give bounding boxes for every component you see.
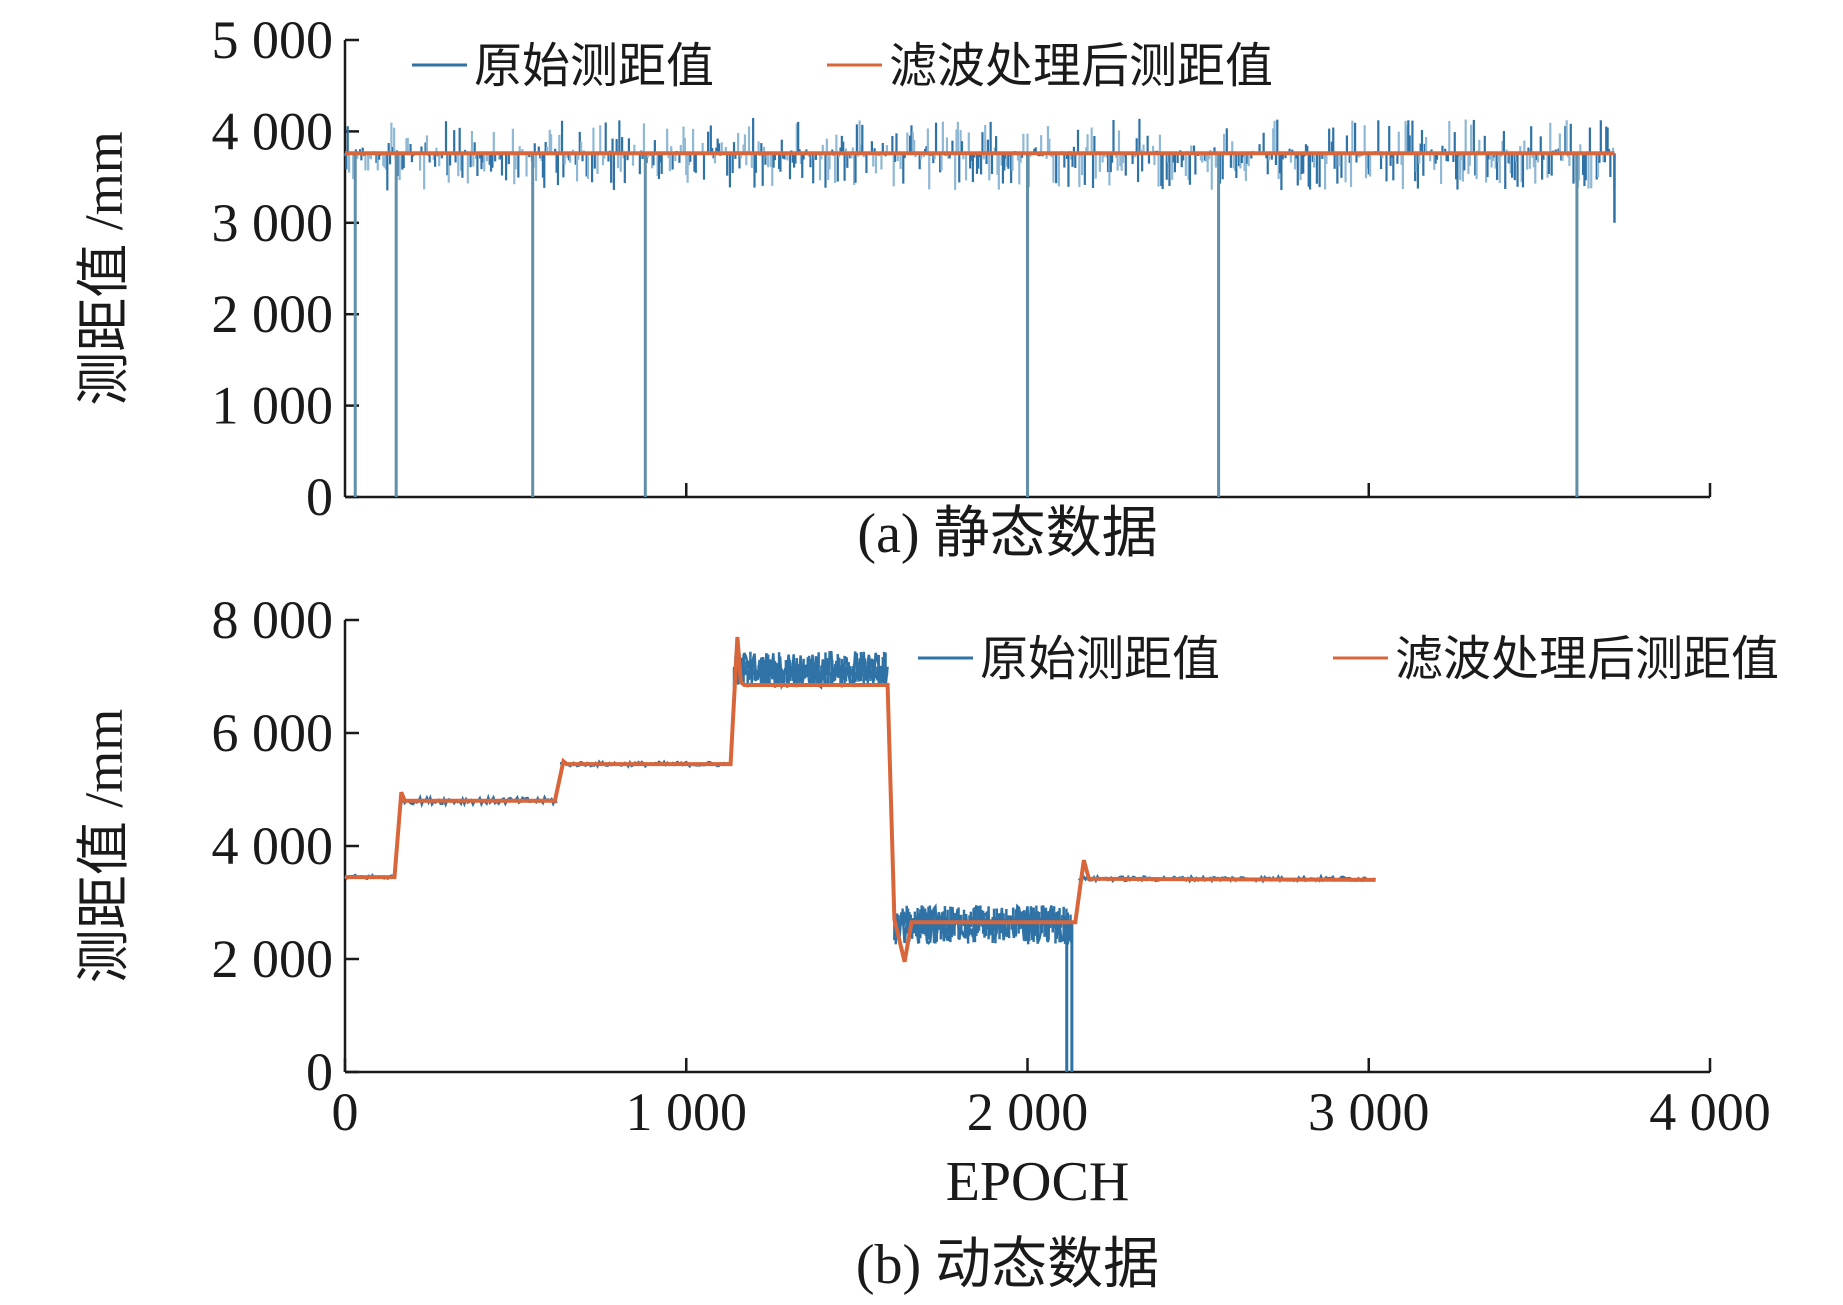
series-filtered [345,636,1376,963]
y-tick-label: 1 000 [212,376,334,436]
caption: (a) 静态数据 [857,503,1157,565]
y-tick-label: 0 [306,467,333,527]
legend-label-raw: 原始测距值 [980,633,1220,686]
y-tick-label: 2 000 [212,929,334,989]
x-tick-label: 4 000 [1649,1082,1771,1142]
legend-label-filtered: 滤波处理后测距值 [1395,633,1779,686]
y-axis-label: 测距值 /mm [74,709,134,984]
legend-label-raw: 原始测距值 [474,40,714,93]
x-tick-label: 1 000 [626,1082,748,1142]
x-tick-label: 0 [332,1082,359,1142]
caption: (b) 动态数据 [856,1234,1159,1296]
y-axis-label: 测距值 /mm [74,131,134,406]
raw-segment [893,903,1074,946]
legend: 原始测距值 滤波处理后测距值 [918,633,1779,686]
y-tick-label: 4 000 [212,816,334,876]
y-tick-label: 0 [306,1042,333,1102]
y-tick-label: 8 000 [212,590,334,650]
legend: 原始测距值 滤波处理后测距值 [412,40,1273,93]
x-axis-label: EPOCH [946,1151,1130,1213]
series-raw [344,650,1377,1072]
y-tick-label: 2 000 [212,284,334,344]
chart-panel-a: 0 1 000 2 000 3 000 4 000 5 000 测距值 /mm (a) 静态数… [74,10,1712,565]
chart-panel-b: 0 2 000 4 000 6 000 8 000 0 1 000 2 000 3 000 4 0… [74,590,1779,1296]
series-raw [343,118,1616,497]
x-tick-label: 2 000 [967,1082,1089,1142]
x-tick-label: 3 000 [1308,1082,1430,1142]
y-tick-label: 4 000 [212,101,334,161]
y-tick-label: 3 000 [212,193,334,253]
y-tick-label: 5 000 [212,10,334,70]
y-tick-label: 6 000 [212,703,334,763]
legend-label-filtered: 滤波处理后测距值 [889,40,1273,93]
